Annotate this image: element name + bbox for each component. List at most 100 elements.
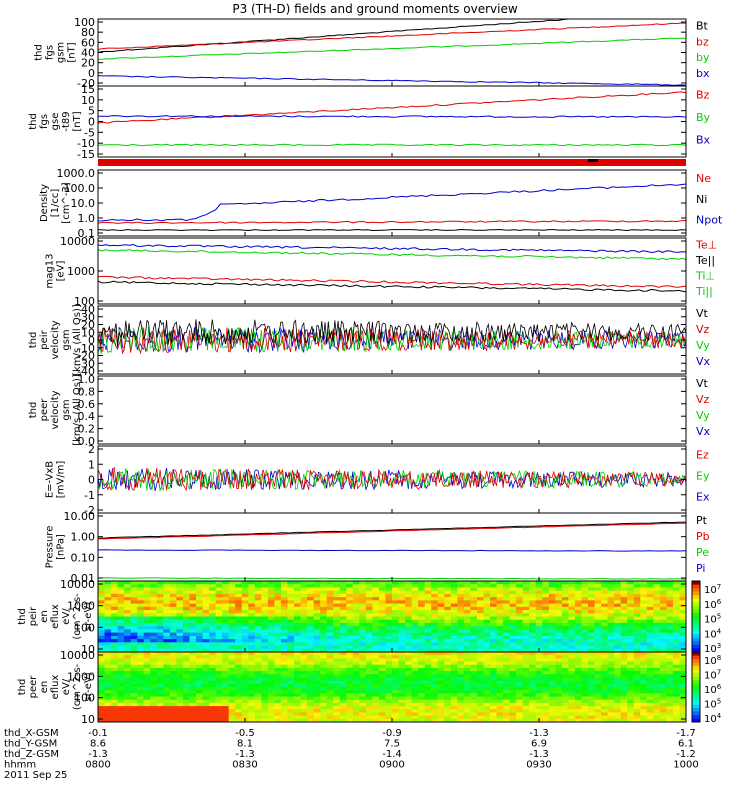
heatmap-cell (339, 718, 347, 723)
heatmap-cell (555, 639, 563, 643)
heatmap-cell (614, 655, 622, 659)
heatmap-cell (143, 584, 151, 588)
heatmap-cell (561, 699, 569, 704)
heatmap-cell (561, 610, 569, 614)
heatmap-cell (522, 613, 530, 617)
heatmap-cell (248, 632, 256, 637)
heatmap-cell (418, 652, 426, 656)
heatmap-cell (679, 706, 687, 710)
heatmap-cell (248, 683, 256, 688)
heatmap-cell (588, 597, 596, 601)
heatmap-cell (248, 606, 256, 611)
heatmap-cell (130, 699, 138, 704)
heatmap-cell (503, 603, 511, 608)
heatmap-cell (385, 629, 393, 634)
heatmap-cell (346, 702, 354, 707)
heatmap-cell (418, 587, 426, 592)
heatmap-cell (679, 677, 687, 682)
heatmap-cell (222, 706, 230, 710)
heatmap-cell (470, 587, 478, 592)
heatmap-cell (274, 664, 282, 669)
heatmap-cell (294, 715, 302, 720)
heatmap-cell (307, 619, 315, 624)
heatmap-cell (189, 622, 197, 627)
heatmap-cell (150, 610, 158, 614)
heatmap-cell (509, 645, 517, 650)
heatmap-cell (163, 603, 171, 608)
heatmap-cell (222, 702, 230, 707)
heatmap-cell (431, 699, 439, 704)
heatmap-cell (274, 622, 282, 627)
heatmap-cell (176, 590, 184, 595)
heatmap-cell (581, 709, 589, 713)
heatmap-cell (672, 639, 680, 643)
heatmap-cell (137, 619, 145, 624)
heatmap-cell (561, 616, 569, 621)
heatmap-cell (222, 715, 230, 720)
heatmap-cell (431, 671, 439, 675)
heatmap-cell (182, 661, 190, 666)
heatmap-cell (594, 593, 602, 598)
heatmap-cell (411, 715, 419, 720)
series-noise-Vt (97, 319, 687, 346)
heatmap-cell (672, 693, 680, 698)
heatmap-cell (294, 590, 302, 595)
heatmap-cell (418, 626, 426, 630)
heatmap-cell (516, 642, 524, 647)
legend-Ti⊥: Ti⊥ (695, 270, 715, 283)
heatmap-cell (176, 622, 184, 627)
heatmap-cell (496, 687, 504, 691)
heatmap-cell (627, 699, 635, 704)
heatmap-cell (254, 658, 262, 663)
heatmap-cell (320, 610, 328, 614)
xaxis-row-label: thd_Y-GSM (4, 739, 57, 750)
heatmap-cell (156, 658, 164, 663)
heatmap-cell (490, 687, 498, 691)
heatmap-cell (679, 680, 687, 685)
heatmap-cell (117, 655, 125, 659)
heatmap-cell (189, 706, 197, 710)
heatmap-cell (248, 603, 256, 608)
heatmap-cell (666, 690, 674, 694)
heatmap-cell (516, 661, 524, 666)
heatmap-cell (104, 658, 112, 663)
heatmap-cell (346, 690, 354, 694)
heatmap-cell (470, 706, 478, 710)
heatmap-cell (666, 587, 674, 592)
heatmap-cell (588, 706, 596, 710)
heatmap-cell (359, 718, 367, 723)
heatmap-cell (339, 674, 347, 678)
heatmap-cell (594, 661, 602, 666)
heatmap-cell (535, 587, 543, 592)
heatmap-cell (405, 603, 413, 608)
heatmap-cell (280, 687, 288, 691)
heatmap-cell (601, 616, 609, 621)
heatmap-cell (496, 706, 504, 710)
heatmap-cell (104, 693, 112, 698)
heatmap-cell (365, 635, 373, 640)
heatmap-cell (633, 709, 641, 713)
heatmap-cell (215, 715, 223, 720)
heatmap-cell (496, 680, 504, 685)
heatmap-cell (156, 674, 164, 678)
heatmap-cell (98, 639, 106, 643)
heatmap-cell (470, 693, 478, 698)
heatmap-cell (267, 590, 275, 595)
heatmap-cell (196, 677, 204, 682)
legend-Vz: Vz (696, 393, 710, 406)
heatmap-cell (659, 671, 667, 675)
heatmap-cell (561, 642, 569, 647)
heatmap-cell (326, 639, 334, 643)
heatmap-cell (241, 712, 249, 717)
heatmap-cell (274, 652, 282, 656)
heatmap-cell (339, 606, 347, 611)
heatmap-cell (450, 645, 458, 650)
heatmap-cell (411, 639, 419, 643)
heatmap-cell (150, 715, 158, 720)
heatmap-cell (483, 680, 491, 685)
heatmap-cell (261, 671, 269, 675)
heatmap-cell (614, 629, 622, 634)
heatmap-cell (672, 590, 680, 595)
heatmap-cell (450, 597, 458, 601)
heatmap-cell (424, 632, 432, 637)
